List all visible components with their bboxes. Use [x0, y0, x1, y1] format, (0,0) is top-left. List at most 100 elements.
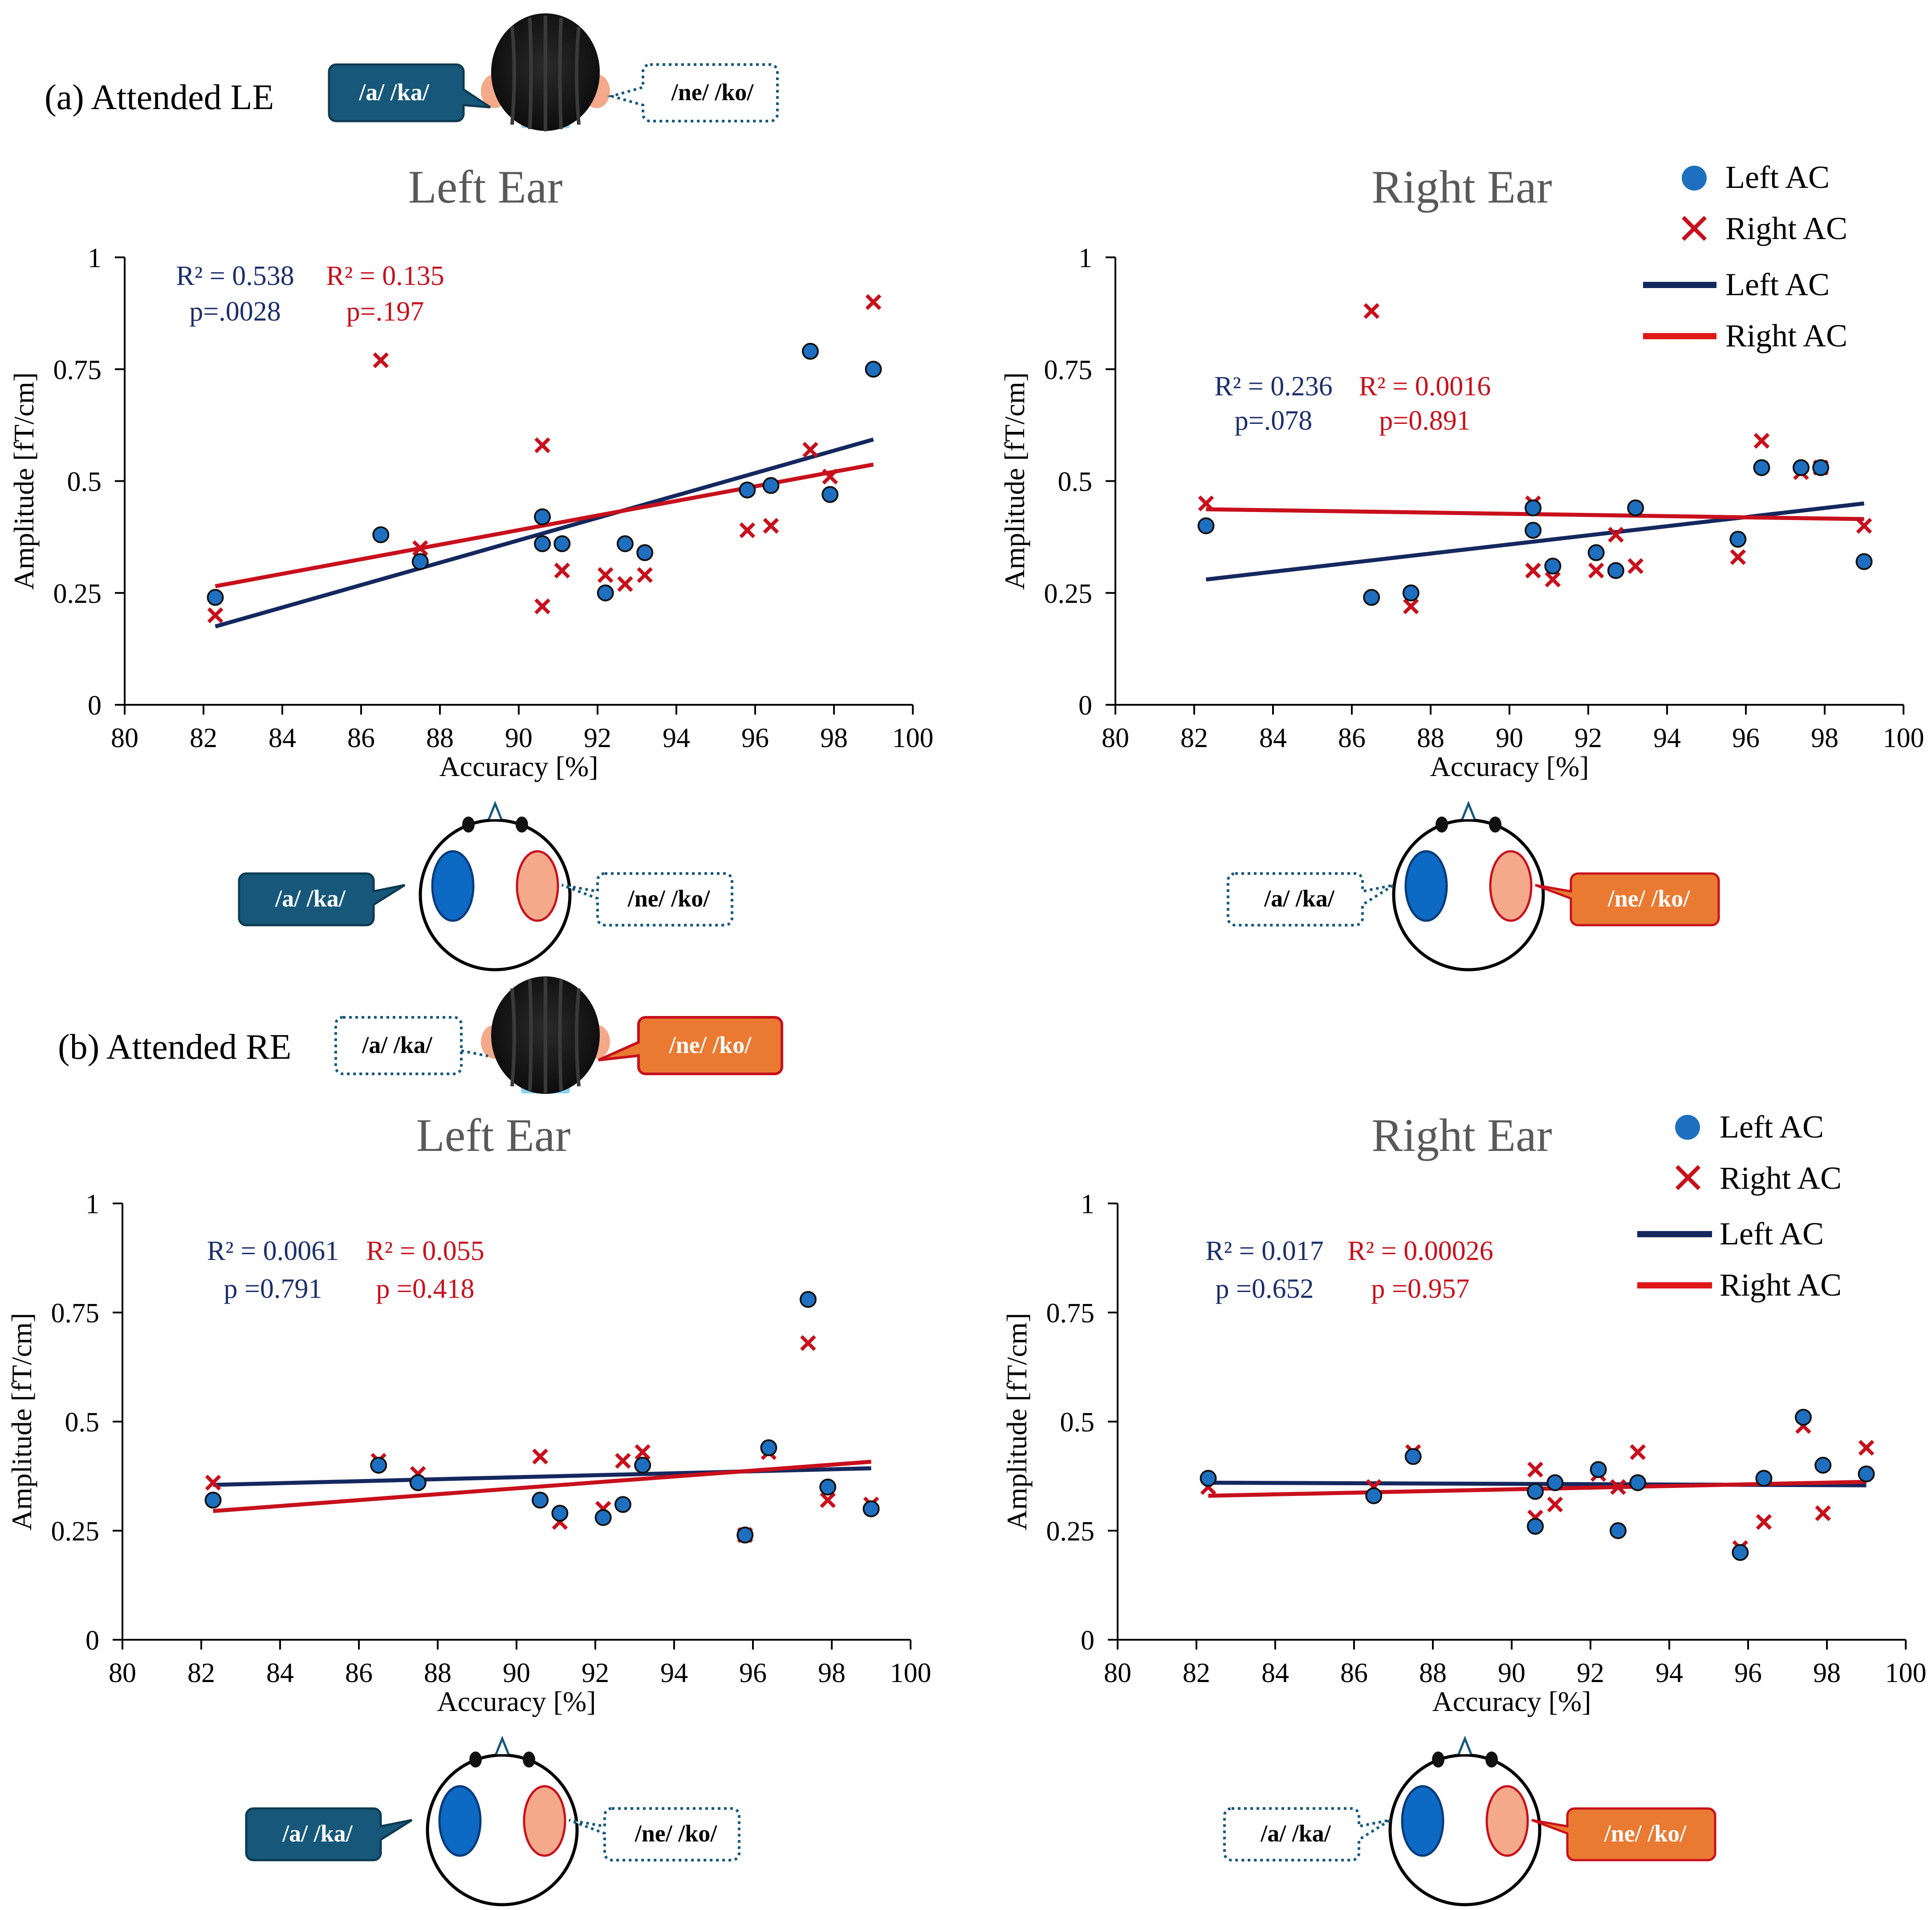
data-point-left-ac [1607, 562, 1624, 579]
data-point-left-ac [799, 1291, 817, 1308]
legend-x-marker [1681, 215, 1707, 241]
data-point-right-ac [865, 294, 882, 310]
data-point-left-ac [822, 486, 839, 503]
data-point-right-ac [1545, 571, 1561, 588]
data-point-right-ac [1856, 518, 1872, 534]
x-tick-label: 98 [1811, 723, 1838, 753]
data-point-left-ac [760, 1439, 777, 1456]
speech-bubble-right: /ne/ /ko/ [598, 1016, 783, 1075]
chart-title: Left Ear [408, 161, 563, 213]
data-point-left-ac [634, 1457, 651, 1474]
section-a-header: (a) Attended LE /a/ /ka/ /ne/ /ko/ [45, 13, 779, 131]
x-tick-label: 90 [1498, 1658, 1525, 1688]
x-tick-label: 86 [345, 1658, 373, 1688]
brain-diagram-icon: /a/ /ka/ /ne/ /ko/ [1227, 801, 1720, 971]
y-tick-label: 0 [85, 1626, 99, 1656]
speech-bubble-left [1223, 1807, 1391, 1861]
x-tick-label: 96 [1732, 723, 1760, 753]
data-point-left-ac [532, 1491, 549, 1509]
head-back-icon [481, 976, 610, 1094]
speech-bubble-right-text: /ne/ /ko/ [669, 1032, 752, 1058]
data-point-right-ac [617, 576, 633, 592]
x-tick-label: 82 [1183, 1658, 1210, 1688]
x-tick-label: 92 [584, 723, 611, 753]
legend-label-left-line: Left AC [1720, 1216, 1824, 1252]
data-point-left-ac [411, 553, 429, 570]
x-tick-label: 100 [890, 1658, 931, 1688]
data-point-left-ac [762, 477, 780, 494]
data-point-right-ac [534, 437, 550, 453]
speech-bubble-left-text: /a/ /ka/ [358, 79, 430, 106]
x-tick-label: 100 [1883, 723, 1924, 753]
y-tick-label: 0.25 [53, 579, 102, 609]
y-axis-label: Amplitude [fT/cm] [8, 372, 40, 590]
x-tick-label: 84 [1259, 723, 1287, 753]
data-point-left-ac [1404, 1448, 1422, 1465]
x-tick-label: 86 [1338, 723, 1366, 753]
y-tick-label: 0.5 [1060, 1407, 1095, 1438]
legend-label-left-line: Left AC [1725, 267, 1830, 302]
y-tick-label: 0 [88, 691, 102, 721]
x-tick-label: 100 [1885, 1658, 1927, 1688]
data-point-right-ac [763, 518, 779, 534]
data-point-left-ac [1858, 1465, 1875, 1483]
data-point-left-ac [1792, 459, 1810, 476]
speech-bubble-left-text: /a/ /ka/ [275, 885, 346, 912]
data-point-left-ac [1629, 1474, 1647, 1491]
y-axis-label: Amplitude [fT/cm] [999, 372, 1030, 590]
data-point-right-ac [635, 1444, 651, 1460]
x-tick-label: 94 [1653, 723, 1681, 753]
speech-bubble-right: /ne/ /ko/ [607, 63, 779, 122]
data-point-right-ac [207, 607, 224, 623]
y-tick-label: 0.75 [51, 1298, 100, 1329]
data-point-left-ac [553, 535, 571, 553]
x-tick-label: 92 [582, 1658, 609, 1688]
speech-bubble-right-text: /ne/ /ko/ [627, 885, 711, 912]
data-point-right-ac [205, 1475, 221, 1491]
legend-label-right-points: Right AC [1720, 1160, 1842, 1196]
data-point-left-ac [1729, 531, 1747, 548]
x-tick-label: 80 [109, 1658, 136, 1688]
y-tick-label: 0.5 [1058, 467, 1093, 497]
stat-left-r2: R² = 0.017 [1205, 1236, 1323, 1266]
y-tick-label: 0 [1078, 691, 1092, 721]
data-point-left-ac [1197, 517, 1215, 534]
data-point-left-ac [1855, 553, 1873, 570]
stat-right-r2: R² = 0.055 [366, 1236, 484, 1266]
x-tick-label: 98 [820, 723, 848, 753]
head-back-icon [481, 13, 610, 131]
x-tick-label: 98 [818, 1658, 846, 1688]
data-point-left-ac [1627, 499, 1644, 516]
stat-right-p: p =0.418 [376, 1274, 475, 1304]
data-point-right-ac [532, 1448, 548, 1465]
x-tick-label: 94 [660, 1658, 688, 1688]
data-point-right-ac [412, 540, 428, 557]
speech-bubble-right-text: /ne/ /ko/ [635, 1820, 718, 1847]
brain-diagrams-layer: /a/ /ka//ne/ /ko//a/ /ka//ne/ /ko//a/ /k… [238, 801, 1720, 1906]
speech-bubble-right-text: /ne/ /ko/ [1607, 885, 1691, 912]
legend-a: Left AC Right AC Left AC Right AC [1643, 159, 1847, 354]
data-point-right-ac [1858, 1439, 1875, 1456]
x-axis-label: Accuracy [%] [437, 1686, 596, 1717]
x-tick-label: 80 [1104, 1658, 1131, 1688]
chart-title: Left Ear [416, 1109, 571, 1161]
data-point-left-ac [862, 1500, 880, 1517]
legend-circle-marker [1675, 1115, 1700, 1140]
y-tick-label: 0.25 [1044, 579, 1093, 609]
legend-b: Left AC Right AC Left AC Right AC [1637, 1109, 1842, 1303]
data-point-left-ac [597, 584, 614, 601]
data-point-right-ac [597, 567, 614, 583]
data-point-left-ac [1587, 544, 1605, 561]
x-tick-label: 90 [1496, 723, 1523, 753]
stat-left-p: p=.078 [1235, 406, 1312, 436]
x-tick-label: 100 [892, 723, 934, 753]
data-point-left-ac [1794, 1409, 1812, 1426]
data-point-left-ac [534, 508, 551, 525]
data-point-left-ac [801, 343, 819, 360]
data-point-left-ac [1609, 1522, 1627, 1539]
chart-title: Right Ear [1371, 1109, 1552, 1161]
data-point-left-ac [534, 535, 551, 553]
section-a-label: (a) Attended LE [45, 78, 274, 117]
chart-b-left: Left Ear 80 82 84 86 88 90 92 94 96 98 100 0 0.25 0.5 0… [6, 1109, 931, 1717]
data-point-left-ac [614, 1496, 631, 1513]
